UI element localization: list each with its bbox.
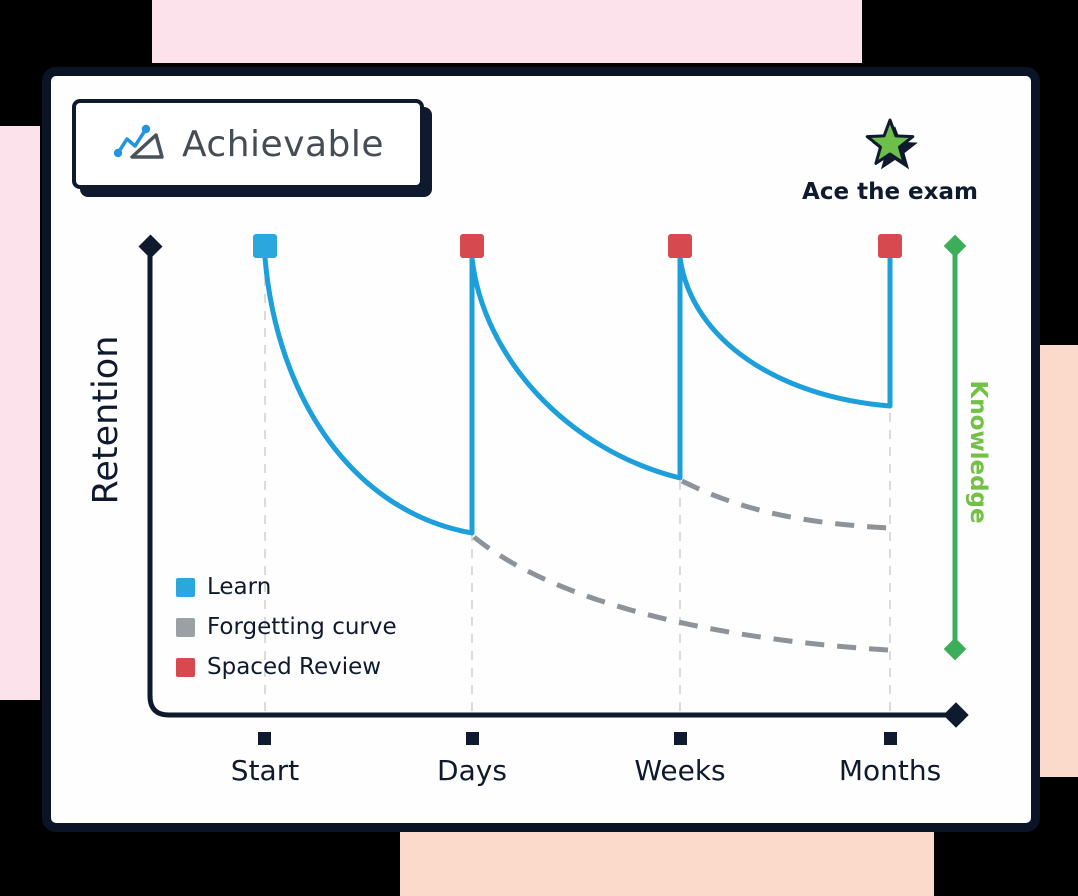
legend-swatch-learn	[176, 577, 195, 597]
review-marker-months	[878, 234, 902, 258]
pink-block-left	[0, 126, 40, 700]
x-label-start: Start	[230, 754, 300, 787]
legend-item: Spaced Review	[176, 647, 397, 687]
legend-label: Forgetting curve	[207, 614, 397, 640]
legend-item: Forgetting curve	[176, 607, 397, 647]
legend-label: Learn	[207, 574, 272, 600]
knowledge-axis-label: Knowledge	[965, 380, 991, 524]
line-chart-icon	[112, 120, 170, 168]
learn-marker	[253, 234, 277, 258]
peach-block-right	[1040, 345, 1078, 777]
tagline: Ace the exam	[802, 179, 978, 205]
peach-block-bottom	[400, 832, 934, 896]
chart-legend: Learn Forgetting curve Spaced Review	[176, 567, 397, 687]
x-label-months: Months	[838, 754, 942, 787]
x-tick-days	[466, 732, 479, 745]
x-label-days: Days	[437, 754, 507, 787]
legend-swatch-review	[176, 657, 195, 677]
x-tick-months	[884, 732, 897, 745]
review-marker-weeks	[668, 234, 692, 258]
brand-logo: Achievable	[72, 99, 424, 189]
x-label-weeks: Weeks	[634, 754, 726, 787]
x-tick-weeks	[674, 732, 687, 745]
legend-swatch-forgetting	[176, 617, 195, 637]
legend-label: Spaced Review	[207, 654, 382, 680]
review-marker-days	[460, 234, 484, 258]
legend-item: Learn	[176, 567, 397, 607]
star-icon	[858, 114, 922, 178]
pink-block-top	[152, 0, 862, 63]
x-tick-start	[258, 732, 271, 745]
y-axis-label: Retention	[86, 335, 126, 505]
brand-name: Achievable	[181, 123, 385, 165]
